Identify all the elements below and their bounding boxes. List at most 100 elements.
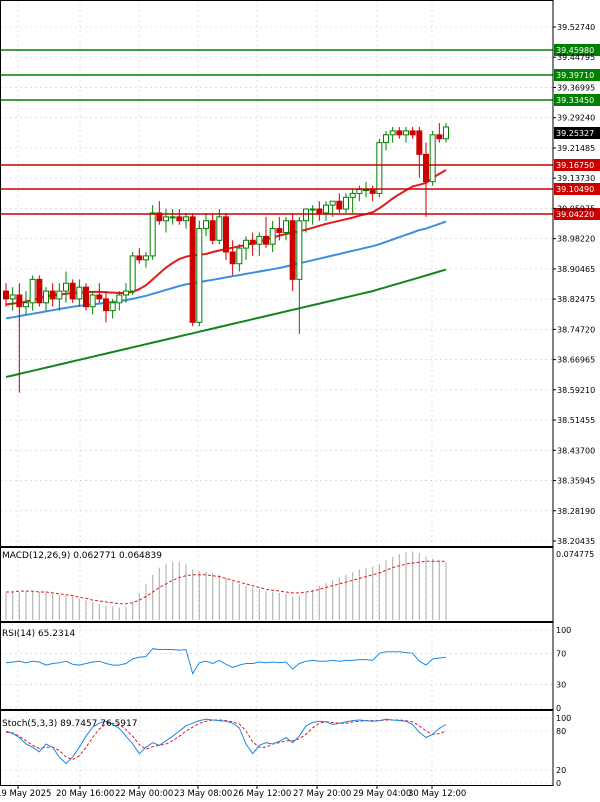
candle	[283, 216, 289, 241]
panel-frame	[0, 0, 554, 547]
candle	[69, 279, 76, 303]
grid	[0, 0, 553, 785]
candle-body	[323, 204, 329, 214]
price-tick-label: 38.59210	[557, 386, 595, 395]
candle	[216, 209, 223, 245]
candle-body	[143, 255, 149, 261]
candle-body	[376, 142, 383, 194]
candle-body	[156, 212, 163, 222]
rsi-tick-label: 0	[556, 704, 561, 713]
candle	[236, 244, 243, 272]
level-price-label: 39.10490	[556, 185, 594, 194]
macd-panel: MACD(12,26,9) 0.062771 0.064839 0.074775	[2, 550, 594, 620]
candle-body	[423, 153, 429, 183]
price-tick-label: 38.98220	[557, 235, 595, 244]
price-tick-label: 38.20435	[557, 537, 595, 546]
level-price-label: 39.04220	[556, 210, 594, 219]
candle	[49, 283, 56, 307]
horizontal-levels: 39.45980 39.39710 39.33450 39.16750 39.10490…	[0, 44, 600, 220]
candle	[343, 193, 349, 213]
price-tick-label: 39.05975	[557, 204, 595, 213]
panel-frame	[0, 547, 554, 622]
candle-body	[96, 294, 103, 300]
level-price-label: 39.16750	[556, 161, 594, 170]
candle	[309, 205, 316, 225]
candle	[316, 201, 323, 221]
candle-body	[303, 208, 309, 222]
candle-body	[276, 228, 283, 233]
candle-body	[416, 130, 423, 155]
candle	[229, 240, 236, 276]
candle-body	[316, 208, 323, 214]
candle	[249, 232, 256, 256]
candle-body	[169, 216, 176, 219]
price-tick-label: 38.28190	[557, 507, 595, 516]
candle-body	[23, 302, 29, 308]
level-price-label: 39.33450	[556, 96, 594, 105]
candle-body	[163, 216, 169, 222]
candle	[436, 123, 443, 143]
candle	[289, 212, 296, 292]
candle-body	[89, 294, 96, 308]
level-price-label: 39.39710	[556, 71, 594, 80]
time-tick-label: 22 May 00:00	[115, 789, 173, 799]
candle-body	[329, 200, 336, 206]
candle-body	[196, 228, 203, 323]
candle-body	[56, 290, 63, 300]
stoch-tick-label: 100	[556, 714, 571, 723]
candle	[196, 220, 203, 327]
candle	[203, 212, 209, 237]
candle-body	[263, 235, 269, 245]
candle	[336, 193, 343, 213]
candle-body	[289, 220, 296, 280]
macd-label: MACD(12,26,9) 0.062771 0.064839	[2, 551, 162, 561]
candle	[176, 209, 183, 225]
candle	[369, 185, 376, 202]
candle	[143, 252, 149, 268]
rsi-axis: 100 70 30 0	[0, 626, 571, 713]
price-tick-label: 38.74720	[557, 325, 595, 334]
candle	[416, 127, 423, 178]
panel-frame	[0, 710, 554, 786]
price-tick-label: 38.51455	[557, 416, 595, 425]
candle-body	[403, 130, 409, 136]
candle-body	[356, 189, 363, 194]
stoch-k-line	[5, 718, 447, 765]
time-tick-label: 23 May 08:00	[174, 789, 232, 799]
time-tick-label: 20 May 16:00	[56, 789, 114, 799]
candle	[303, 208, 309, 233]
candle-body	[109, 302, 116, 312]
level-price-tag	[554, 94, 600, 106]
level-price-tag	[554, 208, 600, 220]
time-tick-label: 27 May 20:00	[293, 789, 351, 799]
candle-body	[343, 196, 349, 210]
candle	[163, 209, 169, 233]
candle	[43, 287, 49, 311]
candle	[76, 279, 83, 307]
rsi-panel: RSI(14) 65.2314 100 70 30 0	[0, 626, 571, 713]
candle-body	[83, 286, 89, 308]
candle-body	[389, 130, 396, 136]
rsi-line	[5, 648, 447, 675]
price-tick-label: 39.44795	[557, 53, 595, 62]
candle	[323, 201, 329, 221]
candle-body	[223, 216, 229, 253]
candle	[169, 209, 176, 225]
candle-body	[36, 278, 43, 304]
moving-averages	[5, 169, 447, 378]
candle-body	[429, 134, 436, 183]
price-panel: 39.45980 39.39710 39.33450 39.16750 39.10490…	[0, 44, 600, 393]
candle-body	[9, 294, 16, 300]
price-tick-label: 39.21485	[557, 144, 595, 153]
candle-body	[136, 255, 143, 261]
price-tick-label: 39.29240	[557, 114, 595, 123]
stoch-label: Stoch(5,3,3) 89.7457 76.5917	[2, 719, 137, 729]
price-tick-label: 38.82475	[557, 295, 595, 304]
candle-body	[256, 235, 263, 245]
candle	[23, 291, 29, 315]
candle	[209, 212, 216, 245]
candle	[429, 130, 436, 186]
candle-body	[436, 134, 443, 140]
candle	[263, 216, 269, 249]
